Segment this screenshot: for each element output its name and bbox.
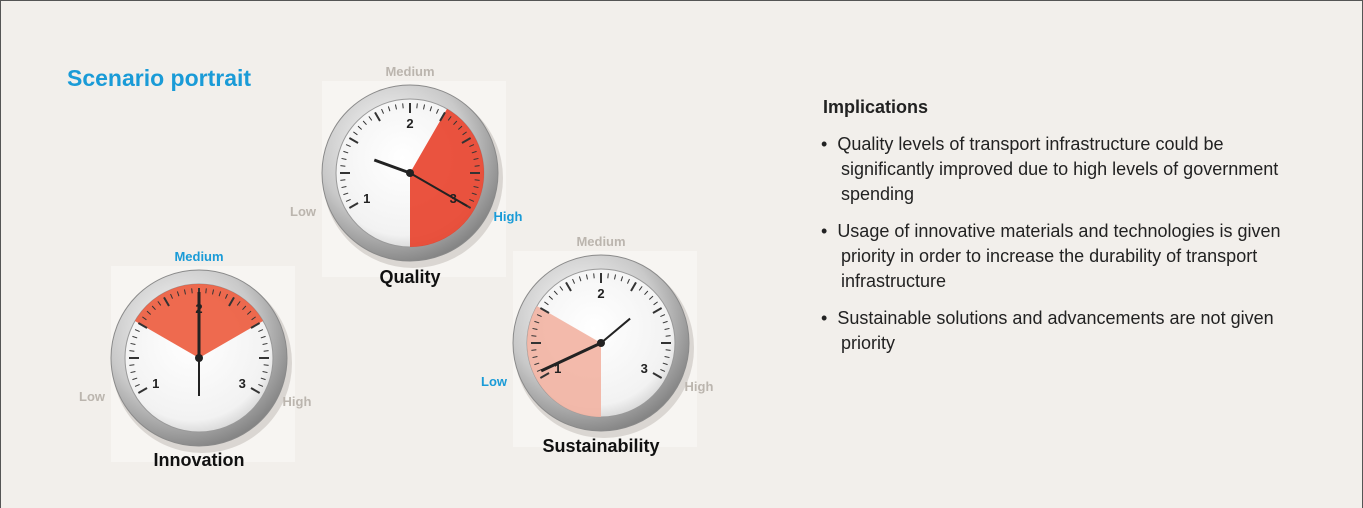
gauge-tick — [666, 336, 671, 337]
page: 1 2 3 Low Medium High Quality 1 2 3 Low Medium High I… — [0, 0, 1363, 508]
gauge-tick — [475, 180, 480, 181]
implication: Sustainable solutions and advancements a… — [821, 306, 1301, 356]
gauge-tick — [206, 288, 207, 293]
gauge-tick — [531, 350, 536, 351]
implications-list: Quality levels of transport infrastructu… — [821, 132, 1291, 356]
gauge-numeral: 1 — [152, 376, 159, 391]
implications: Implications Quality levels of transport… — [821, 97, 1291, 368]
gauge-numeral: 3 — [239, 376, 246, 391]
implications-heading: Implications — [823, 97, 1291, 118]
gauge: 123LowMediumHighQuality — [290, 64, 522, 287]
gauge: 123LowMediumHighSustainability — [481, 234, 713, 456]
title: Scenario portrait — [67, 65, 251, 92]
gauge-numeral: 3 — [641, 361, 648, 376]
gauge-tick — [403, 103, 404, 108]
gauge-tick — [666, 350, 671, 351]
gauge-level-label: Low — [481, 374, 508, 389]
gauge-level-label: High — [685, 379, 714, 394]
gauge-numeral: 2 — [597, 286, 604, 301]
gauge-tick — [264, 365, 269, 366]
implication: Quality levels of transport infrastructu… — [821, 132, 1301, 207]
implication: Usage of innovative materials and techno… — [821, 219, 1301, 294]
gauge-level-label: Medium — [385, 64, 434, 79]
gauge-numeral: 2 — [406, 116, 413, 131]
gauge-tick — [264, 351, 269, 352]
gauge-tick — [594, 273, 595, 278]
gauge-hub — [406, 169, 414, 177]
gauge-level-label: Medium — [576, 234, 625, 249]
gauge-tick — [340, 180, 345, 181]
gauge-tick — [417, 103, 418, 108]
gauge-tick — [531, 336, 536, 337]
gauge-name: Sustainability — [542, 436, 659, 456]
gauge-tick — [192, 288, 193, 293]
gauge-level-label: Low — [290, 204, 317, 219]
gauge-level-label: Medium — [174, 249, 223, 264]
gauge-name: Quality — [379, 267, 440, 287]
gauge-tick — [340, 166, 345, 167]
gauge-hub — [195, 354, 203, 362]
gauge-level-label: Low — [79, 389, 106, 404]
gauge-name: Innovation — [154, 450, 245, 470]
gauge-level-label: High — [494, 209, 523, 224]
gauge-tick — [475, 166, 480, 167]
gauge-level-label: High — [283, 394, 312, 409]
gauge: 123LowMediumHighInnovation — [79, 249, 311, 470]
gauge-tick — [129, 351, 134, 352]
gauge-tick — [129, 365, 134, 366]
gauge-tick — [608, 273, 609, 278]
gauge-numeral: 1 — [363, 191, 370, 206]
gauge-hub — [597, 339, 605, 347]
